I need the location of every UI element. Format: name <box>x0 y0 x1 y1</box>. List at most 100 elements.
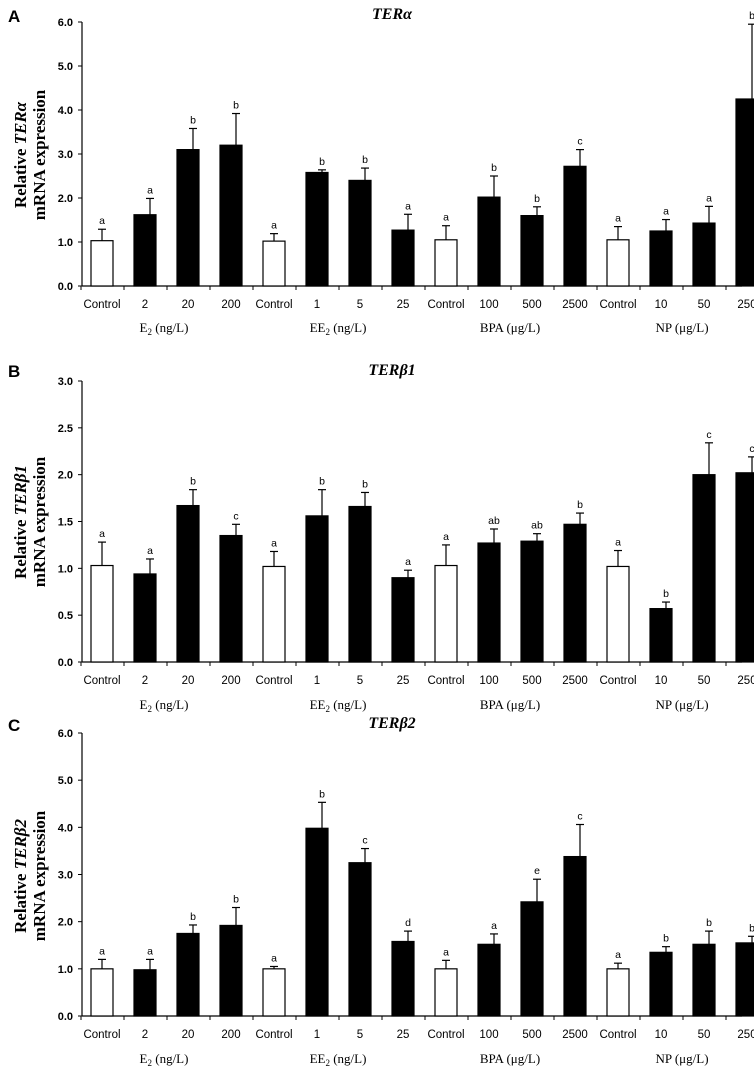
bar-4 <box>219 924 243 1017</box>
bar-4 <box>219 534 243 663</box>
significance-label: a <box>99 528 105 540</box>
bar-2 <box>133 573 157 663</box>
x-tick-label: 250 <box>737 675 754 687</box>
x-tick-label: 2 <box>142 299 148 311</box>
group-label-subscript: 2 <box>147 704 152 714</box>
significance-label: b <box>319 476 325 488</box>
y-tick-label: 1.5 <box>58 517 73 529</box>
significance-label: b <box>319 788 325 800</box>
bar-11 <box>520 901 544 1017</box>
bar-13 <box>606 239 630 287</box>
group-label-unit: (ng/L) <box>330 1051 366 1066</box>
y-tick-label: 0.0 <box>58 657 73 669</box>
x-tick-label: 10 <box>655 1029 668 1041</box>
y-tick-label: 4.0 <box>58 822 73 834</box>
bar-15 <box>692 474 716 663</box>
x-tick-label: 250 <box>737 1029 754 1041</box>
bar-2 <box>133 969 157 1017</box>
significance-label: ab <box>488 515 500 527</box>
x-tick-label: Control <box>255 1029 292 1041</box>
bar-1 <box>90 968 114 1017</box>
group-label-name: BPA <box>480 320 505 335</box>
x-tick-label: 500 <box>522 1029 541 1041</box>
y-tick-label: 6.0 <box>58 728 73 740</box>
bar-1 <box>90 564 114 663</box>
y-tick-label: 2.0 <box>58 193 73 205</box>
bar-13 <box>606 968 630 1017</box>
x-tick-label: Control <box>83 299 120 311</box>
x-tick-label: 10 <box>655 675 668 687</box>
significance-label: a <box>615 537 621 549</box>
y-tick-label: 1.0 <box>58 964 73 976</box>
y-tick-label: 3.0 <box>58 149 73 161</box>
bar-12 <box>563 855 587 1017</box>
y-axis-label-line1: Relative <box>11 869 30 933</box>
bar-12 <box>563 523 587 663</box>
x-tick-label: Control <box>599 1029 636 1041</box>
group-label: E2 (ng/L) <box>140 320 189 337</box>
significance-label: b <box>190 476 196 488</box>
chart-title: TERβ1 <box>368 362 415 379</box>
y-axis-label-gene: TERβ2 <box>11 819 30 870</box>
significance-label: a <box>615 949 621 961</box>
group-label: BPA (μg/L) <box>480 697 540 712</box>
bar-16 <box>735 98 754 287</box>
x-tick-label: 200 <box>221 1029 240 1041</box>
x-tick-label: 25 <box>397 675 410 687</box>
bar-9 <box>434 239 458 287</box>
y-tick-label: 1.0 <box>58 563 73 575</box>
x-tick-label: 50 <box>698 675 711 687</box>
significance-label: a <box>99 215 105 227</box>
group-label-unit: (μg/L) <box>503 320 540 335</box>
x-tick-label: Control <box>83 675 120 687</box>
group-label: NP (μg/L) <box>655 320 708 335</box>
group-label: E2 (ng/L) <box>140 1051 189 1068</box>
x-tick-label: 2 <box>142 675 148 687</box>
significance-label: a <box>443 212 449 224</box>
x-tick-label: 100 <box>479 1029 498 1041</box>
y-tick-label: 0.0 <box>58 1011 73 1023</box>
x-tick-label: 5 <box>357 299 363 311</box>
bar-2 <box>133 214 157 287</box>
group-label-unit: (ng/L) <box>152 1051 188 1066</box>
group-label: EE2 (ng/L) <box>310 1051 367 1068</box>
significance-label: b <box>362 478 368 490</box>
bar-7 <box>348 862 372 1017</box>
group-label-name: BPA <box>480 697 505 712</box>
x-tick-label: Control <box>83 1029 120 1041</box>
significance-label: c <box>577 136 582 148</box>
bar-5 <box>262 240 286 287</box>
bar-15 <box>692 222 716 287</box>
bar-5 <box>262 565 286 663</box>
significance-label: a <box>147 184 153 196</box>
significance-label: b <box>233 894 239 906</box>
significance-label: ab <box>531 520 543 532</box>
y-axis-label: Relative TERβ1mRNA expression <box>11 456 49 587</box>
bar-6 <box>305 171 329 287</box>
significance-label: b <box>749 922 754 934</box>
group-label-name: E <box>140 1051 148 1066</box>
x-tick-label: 25 <box>397 1029 410 1041</box>
panel-label: A <box>8 7 20 26</box>
group-label-subscript: 2 <box>147 1058 152 1068</box>
y-tick-label: 2.5 <box>58 423 73 435</box>
chart-title: TERα <box>372 6 413 23</box>
x-tick-label: 20 <box>182 1029 195 1041</box>
significance-label: a <box>271 952 277 964</box>
significance-label: b <box>663 933 669 945</box>
bar-8 <box>391 577 415 663</box>
bar-1 <box>90 240 114 287</box>
y-tick-label: 3.0 <box>58 376 73 388</box>
y-axis-label: Relative TERβ2mRNA expression <box>11 810 49 941</box>
y-axis-label-gene: TERβ1 <box>11 465 30 515</box>
bar-4 <box>219 144 243 287</box>
significance-label: a <box>443 946 449 958</box>
y-axis-label-line1: Relative <box>11 515 30 579</box>
x-tick-label: Control <box>599 675 636 687</box>
significance-label: a <box>663 206 669 218</box>
bar-8 <box>391 229 415 287</box>
bar-14 <box>649 230 673 287</box>
group-label: BPA (μg/L) <box>480 1051 540 1066</box>
